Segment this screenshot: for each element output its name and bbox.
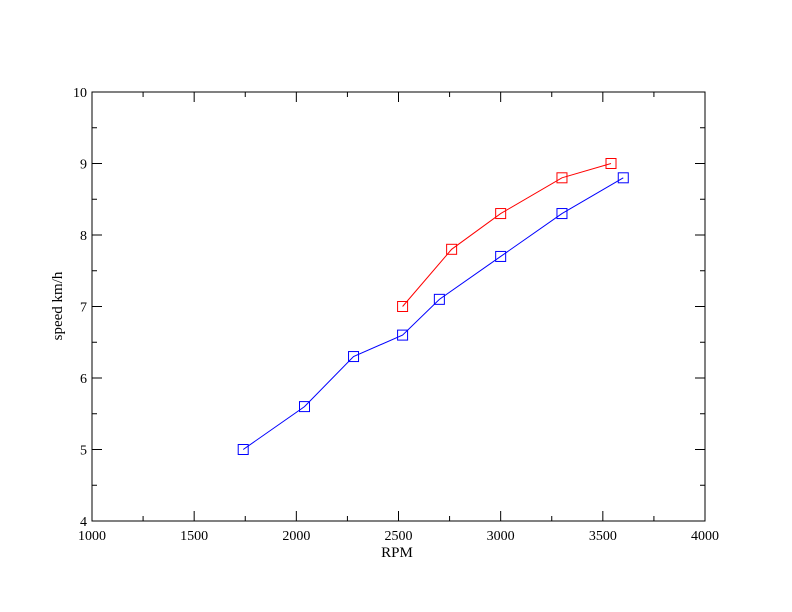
y-tick-label: 5: [80, 444, 87, 459]
y-axis-title: speed km/h: [50, 271, 66, 340]
series-2: [397, 158, 617, 312]
x-tick-label: 3500: [589, 529, 617, 544]
data-point-marker: [348, 351, 360, 363]
x-tick-label: 1500: [180, 529, 208, 544]
series-line: [242, 177, 624, 450]
x-axis-title: RPM: [381, 545, 413, 561]
data-point-marker: [433, 293, 445, 305]
series-layer: [237, 158, 629, 455]
series-1: [237, 172, 629, 455]
x-tick-label: 4000: [691, 529, 719, 544]
data-point-marker: [495, 208, 507, 220]
data-point-marker: [397, 329, 409, 341]
data-point-marker: [556, 208, 568, 220]
data-point-marker: [237, 444, 249, 455]
y-tick-label: 6: [80, 372, 87, 387]
y-tick-label: 10: [73, 86, 87, 101]
data-point-marker: [397, 301, 409, 312]
y-tick-label: 9: [80, 158, 87, 173]
series-line: [402, 163, 612, 307]
data-point-marker: [446, 243, 458, 255]
data-point-marker: [617, 172, 629, 184]
data-point-marker: [556, 172, 568, 184]
axes-layer: 1000 1500 2000 2500 3000 3500 4000 4 5 6 7 8 9 10: [73, 86, 719, 544]
data-point-marker: [495, 250, 507, 262]
x-tick-label: 3000: [487, 529, 515, 544]
y-tick-label: 8: [80, 229, 87, 244]
data-point-marker: [299, 401, 311, 413]
y-tick-label: 4: [80, 515, 87, 530]
data-point-marker: [605, 158, 617, 169]
x-tick-label: 2000: [282, 529, 310, 544]
y-tick-label: 7: [80, 301, 87, 316]
x-tick-label: 2500: [385, 529, 413, 544]
x-tick-label: 1000: [78, 529, 106, 544]
